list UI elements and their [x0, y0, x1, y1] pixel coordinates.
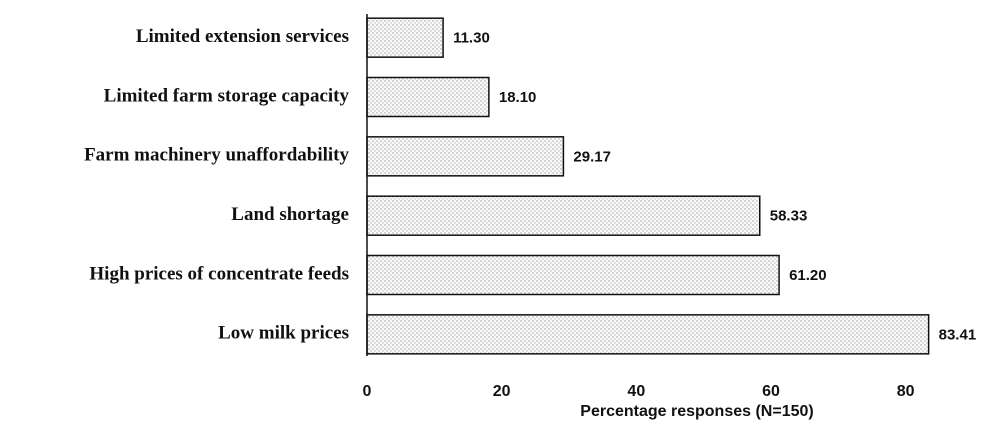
y-tick-label: Limited extension services — [136, 26, 349, 47]
x-tick-label: 20 — [493, 383, 511, 400]
bar — [366, 76, 490, 118]
value-label: 58.33 — [770, 208, 808, 225]
x-tick-label: 80 — [897, 383, 915, 400]
value-label: 83.41 — [939, 326, 977, 343]
bar — [366, 195, 761, 236]
y-tick-label: Land shortage — [231, 204, 349, 225]
y-tick-label: Limited farm storage capacity — [104, 85, 350, 106]
y-tick-label: Farm machinery unaffordability — [84, 145, 349, 166]
bar — [366, 17, 444, 58]
bar — [366, 314, 930, 355]
value-label: 29.17 — [573, 148, 611, 165]
bar — [366, 254, 780, 296]
x-tick-label: 40 — [627, 383, 645, 400]
value-label: 61.20 — [789, 267, 827, 284]
x-tick-label: 60 — [762, 383, 780, 400]
x-axis-title: Percentage responses (N=150) — [580, 403, 813, 420]
x-tick-label: 0 — [363, 383, 372, 400]
y-tick-label: High prices of concentrate feeds — [89, 263, 349, 284]
y-tick-label: Low milk prices — [218, 323, 349, 344]
value-label: 11.30 — [453, 30, 490, 47]
bar — [366, 136, 565, 177]
value-label: 18.10 — [499, 89, 537, 106]
